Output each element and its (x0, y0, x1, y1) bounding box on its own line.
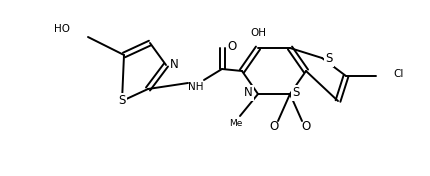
Text: O: O (269, 121, 279, 134)
Text: Me: Me (229, 120, 243, 128)
Text: N: N (170, 58, 179, 71)
Text: HO: HO (54, 24, 70, 34)
Text: NH: NH (188, 82, 204, 92)
Text: S: S (325, 52, 332, 65)
Text: OH: OH (250, 28, 266, 38)
Text: O: O (227, 40, 236, 54)
Text: N: N (244, 86, 253, 99)
Text: O: O (301, 121, 310, 134)
Text: Cl: Cl (393, 69, 403, 79)
Text: S: S (292, 86, 299, 99)
Text: S: S (118, 95, 126, 108)
